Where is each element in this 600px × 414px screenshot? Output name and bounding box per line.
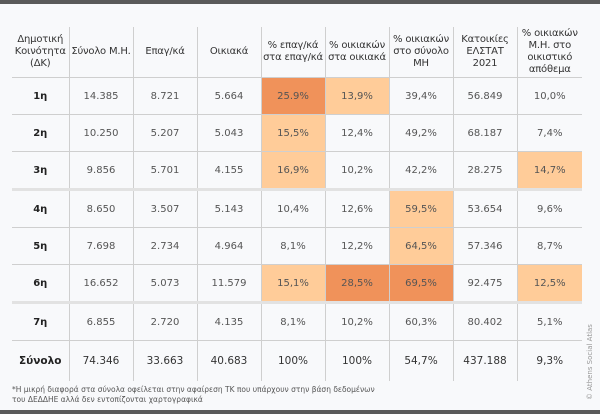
row-label: 1η [12,77,69,115]
footnote-line: του ΔΕΔΔΗΕ αλλά δεν εντοπίζονται χαρτογρ… [12,395,203,404]
table-cell: 28.275 [452,151,517,191]
footnote-line: *Η μικρή διαφορά στα σύνολα οφείλεται στ… [12,385,375,394]
row-label: 7η [12,302,69,341]
total-label: Σύνολο [19,355,62,367]
total-cell: 100% [324,340,389,381]
table-cell: 59,5% [388,189,453,228]
table-cell: 15,1% [260,264,325,304]
row-label: 6η [12,264,69,304]
table-cell: 56.849 [452,77,517,115]
table-cell: 5,1% [516,302,582,341]
header-cell: Κατοικίες ΕΛΣΤΑΤ 2021 [452,27,517,78]
header-cell: % οικιακών Μ.Η. στο οικιστικό απόθεμα [516,27,582,78]
total-cell: 33.663 [132,340,197,381]
table-cell: 4.964 [196,227,261,265]
total-row: Σύνολο 74.346 33.663 40.683 100% 100% 54,7% 437… [12,340,582,381]
row-label: 5η [12,227,69,265]
header-cell: % επαγ/κά στα επαγ/κά [260,27,325,78]
header-cell: Οικιακά [196,27,261,78]
table-cell: 15,5% [260,114,325,152]
table-cell: 60,3% [388,302,453,341]
table-cell: 8,7% [516,227,582,265]
table-row: 6η 16.652 5.073 11.579 15,1% 28,5% 69,5% 92.475… [12,264,582,304]
table-cell: 5.664 [196,77,261,115]
header-cell: Σύνολο Μ.Η. [68,27,133,78]
table-cell: 5.073 [132,264,197,304]
footnote: *Η μικρή διαφορά στα σύνολα οφείλεται στ… [12,385,375,405]
table-cell: 11.579 [196,264,261,304]
table-cell: 7,4% [516,114,582,152]
row-label: 2η [12,114,69,152]
table-cell: 28,5% [324,264,389,304]
table-cell: 2.720 [132,302,197,341]
table-cell: 57.346 [452,227,517,265]
total-cell: 437.188 [452,340,517,381]
data-table: Δημοτική Κοινότητα (ΔΚ) Σύνολο Μ.Η. Επαγ… [12,27,582,381]
table-row: 4η 8.650 3.507 5.143 10,4% 12,6% 59,5% 53.654 9,… [12,189,582,228]
table-cell: 8,1% [260,302,325,341]
header-cell: Επαγ/κά [132,27,197,78]
header-row: Δημοτική Κοινότητα (ΔΚ) Σύνολο Μ.Η. Επαγ… [12,27,582,78]
table-cell: 12,4% [324,114,389,152]
table-row: 3η 9.856 5.701 4.155 16,9% 10,2% 42,2% 28.275 14… [12,151,582,191]
total-cell: 54,7% [388,340,453,381]
table-cell: 12,2% [324,227,389,265]
table-cell: 16.652 [68,264,133,304]
table-cell: 14.385 [68,77,133,115]
table-cell: 6.855 [68,302,133,341]
table-cell: 8.721 [132,77,197,115]
table-cell: 16,9% [260,151,325,191]
table-cell: 10,2% [324,302,389,341]
table-cell: 9.856 [68,151,133,191]
table-cell: 42,2% [388,151,453,191]
table-cell: 2.734 [132,227,197,265]
header-cell: % οικιακών στο σύνολο ΜΗ [388,27,453,78]
total-cell: 9,3% [516,340,582,381]
table-cell: 12,6% [324,189,389,228]
row-label: 3η [12,151,69,191]
table-cell: 13,9% [324,77,389,115]
table-cell: 64,5% [388,227,453,265]
top-border [0,0,600,4]
table-cell: 14,7% [516,151,582,191]
table-cell: 10,4% [260,189,325,228]
table-cell: 12,5% [516,264,582,304]
table-cell: 69,5% [388,264,453,304]
row-label: 4η [12,189,69,228]
table-cell: 53.654 [452,189,517,228]
table-cell: 10,2% [324,151,389,191]
table-cell: 68.187 [452,114,517,152]
total-cell: 74.346 [68,340,133,381]
header-cell: Δημοτική Κοινότητα (ΔΚ) [12,27,69,78]
table-cell: 80.402 [452,302,517,341]
table-cell: 9,6% [516,189,582,228]
table-cell: 8.650 [68,189,133,228]
total-cell: 40.683 [196,340,261,381]
table-cell: 10.250 [68,114,133,152]
table-cell: 7.698 [68,227,133,265]
table-cell: 4.155 [196,151,261,191]
copyright-text: © Athens Social Atlas [586,324,594,400]
bottom-border [0,410,600,414]
total-cell: 100% [260,340,325,381]
table-cell: 5.143 [196,189,261,228]
table-cell: 5.207 [132,114,197,152]
table-cell: 10,0% [516,77,582,115]
table-cell: 4.135 [196,302,261,341]
header-cell: % οικιακών στα οικιακά [324,27,389,78]
table-row: 2η 10.250 5.207 5.043 15,5% 12,4% 49,2% 68.187 7… [12,114,582,152]
table-cell: 49,2% [388,114,453,152]
table-cell: 5.043 [196,114,261,152]
table-row: 5η 7.698 2.734 4.964 8,1% 12,2% 64,5% 57.346 8,7… [12,227,582,265]
table-cell: 92.475 [452,264,517,304]
table-row: 7η 6.855 2.720 4.135 8,1% 10,2% 60,3% 80.402 5,1… [12,302,582,341]
table-row: 1η 14.385 8.721 5.664 25.9% 13,9% 39,4% 56.849 1… [12,77,582,115]
table-cell: 3.507 [132,189,197,228]
table-cell: 39,4% [388,77,453,115]
table-cell: 5.701 [132,151,197,191]
table-cell: 25.9% [260,77,325,115]
table-cell: 8,1% [260,227,325,265]
